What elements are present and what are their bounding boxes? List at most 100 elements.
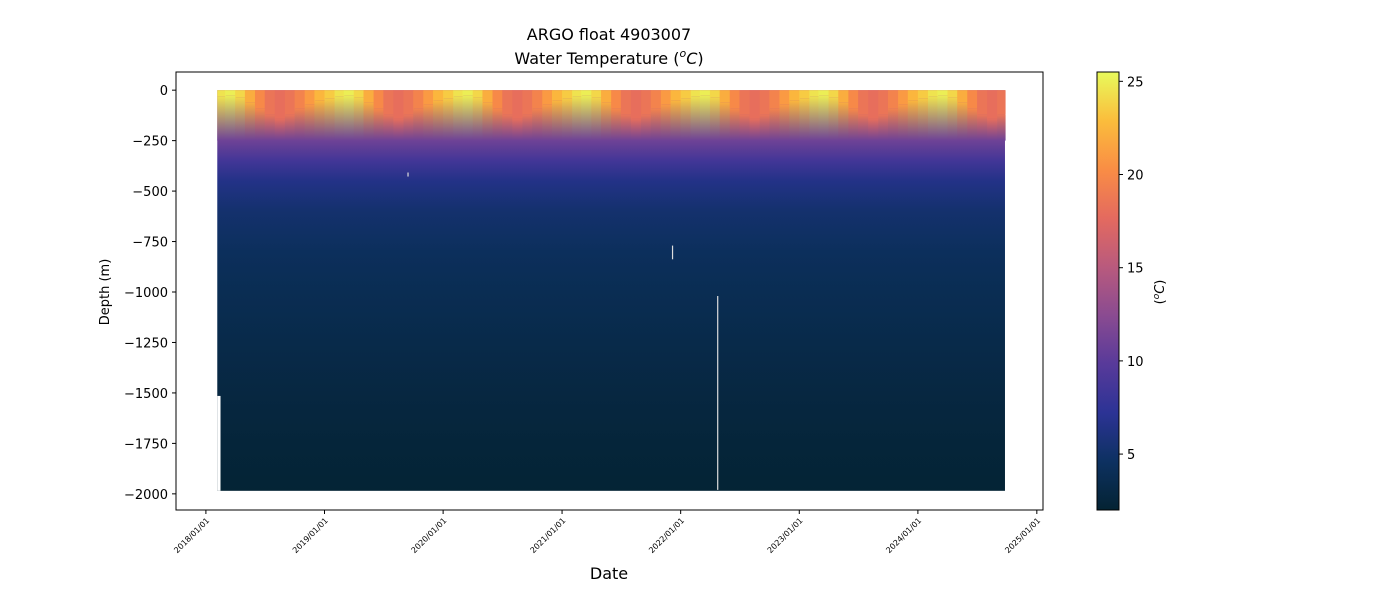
thermocline-cell (749, 118, 761, 141)
y-tick-label: −250 (132, 135, 168, 150)
surface-month-column (641, 90, 652, 141)
surface-month-column (977, 90, 988, 141)
mixed-layer-cell (443, 90, 454, 99)
colorbar-tick-label: 10 (1127, 355, 1144, 370)
thermocline-cell (274, 118, 286, 141)
surface-month-column (878, 90, 889, 141)
thermocline-cell (898, 104, 909, 141)
thermocline-cell (353, 97, 365, 141)
thermocline-cell (453, 96, 464, 141)
thermocline-cell (729, 108, 741, 141)
thermocline-cell (314, 100, 326, 141)
surface-month-column (601, 90, 612, 141)
mixed-layer-cell (264, 90, 276, 115)
mixed-layer-cell (779, 90, 790, 105)
surface-month-column (591, 90, 602, 141)
surface-month-column (660, 90, 672, 141)
thermocline-cell (611, 108, 622, 141)
thermocline-cell (294, 108, 306, 141)
thermocline-cell (828, 97, 839, 141)
thermocline-cell (947, 97, 958, 141)
thermocline-cell (937, 95, 949, 141)
thermocline-cell (562, 98, 573, 141)
thermocline-cell (393, 118, 405, 141)
surface-month-column (809, 90, 820, 141)
surface-month-column (324, 90, 336, 141)
surface-month-column (620, 90, 632, 141)
surface-month-column (225, 90, 236, 141)
thermocline-cell (977, 114, 988, 141)
mixed-layer-cell (977, 90, 988, 115)
surface-month-column (957, 90, 968, 141)
thermocline-cell (907, 100, 919, 141)
thermocline-cell (967, 108, 978, 141)
thermocline-cell (324, 98, 336, 141)
mixed-layer-cell (799, 90, 810, 99)
surface-month-column (274, 90, 286, 141)
surface-month-column (423, 90, 434, 141)
thermocline-cell (779, 104, 790, 141)
subtitle-unit: C (686, 49, 698, 68)
mixed-layer-cell (343, 90, 355, 96)
mixed-layer-cell (690, 90, 701, 97)
thermocline-cell (997, 114, 1006, 141)
mixed-layer-cell (759, 90, 770, 115)
mixed-layer-cell (650, 90, 662, 109)
thermocline-cell (680, 98, 692, 141)
thermocline-cell (699, 95, 711, 141)
mixed-layer-cell (453, 90, 464, 97)
thermocline-cell (858, 114, 869, 141)
colorbar-gradient (1096, 71, 1120, 511)
surface-month-column (542, 90, 553, 141)
surface-month-column (789, 90, 800, 141)
surface-month-column (581, 90, 592, 141)
x-tick-label: 2020/01/01 (410, 516, 449, 555)
mixed-layer-cell (492, 90, 503, 109)
mixed-layer-cell (601, 90, 612, 103)
mixed-layer-cell (848, 90, 859, 109)
mixed-layer-cell (769, 90, 781, 109)
thermocline-cell (868, 118, 879, 141)
surface-month-column (987, 90, 998, 141)
surface-month-column (769, 90, 781, 141)
thermocline-cell (670, 100, 682, 141)
mixed-layer-cell (512, 90, 524, 119)
mixed-layer-cell (898, 90, 909, 105)
colorbar: 5 10 15 20 25 (1096, 71, 1144, 511)
thermocline-cell (818, 95, 830, 141)
surface-month-column (927, 90, 938, 141)
thermocline-cell (502, 114, 513, 141)
colorbar-label-superscript: o (1152, 293, 1162, 299)
thermocline-cell (403, 114, 414, 141)
colorbar-tick-label: 20 (1127, 169, 1144, 184)
surface-month-column (383, 90, 394, 141)
thermocline-cell (769, 108, 781, 141)
surface-month-column (522, 90, 533, 141)
colorbar-tick-label: 5 (1127, 448, 1135, 463)
mixed-layer-cell (887, 90, 899, 109)
thermocline-cell (462, 95, 474, 141)
mixed-layer-cell (522, 90, 533, 115)
mixed-layer-cell (957, 90, 968, 103)
mixed-layer-cell (828, 90, 839, 98)
y-tick-label: 0 (160, 84, 168, 99)
mixed-layer-cell (868, 90, 879, 119)
thermocline-cell (551, 100, 563, 141)
thermocline-cell (927, 96, 938, 141)
surface-month-column (630, 90, 642, 141)
surface-month-column (779, 90, 790, 141)
colorbar-label: (oC) (1152, 280, 1168, 305)
mixed-layer-cell (472, 90, 484, 98)
mixed-layer-cell (907, 90, 919, 101)
surface-month-column (967, 90, 978, 141)
heatmap-area (217, 90, 1006, 491)
mixed-layer-cell (403, 90, 414, 115)
surface-month-column (887, 90, 899, 141)
thermocline-cell (482, 102, 494, 141)
surface-month-column (937, 90, 949, 141)
surface-month-column (443, 90, 454, 141)
thermocline-cell (492, 108, 503, 141)
surface-month-column (670, 90, 682, 141)
x-tick-label: 2018/01/01 (172, 516, 211, 555)
